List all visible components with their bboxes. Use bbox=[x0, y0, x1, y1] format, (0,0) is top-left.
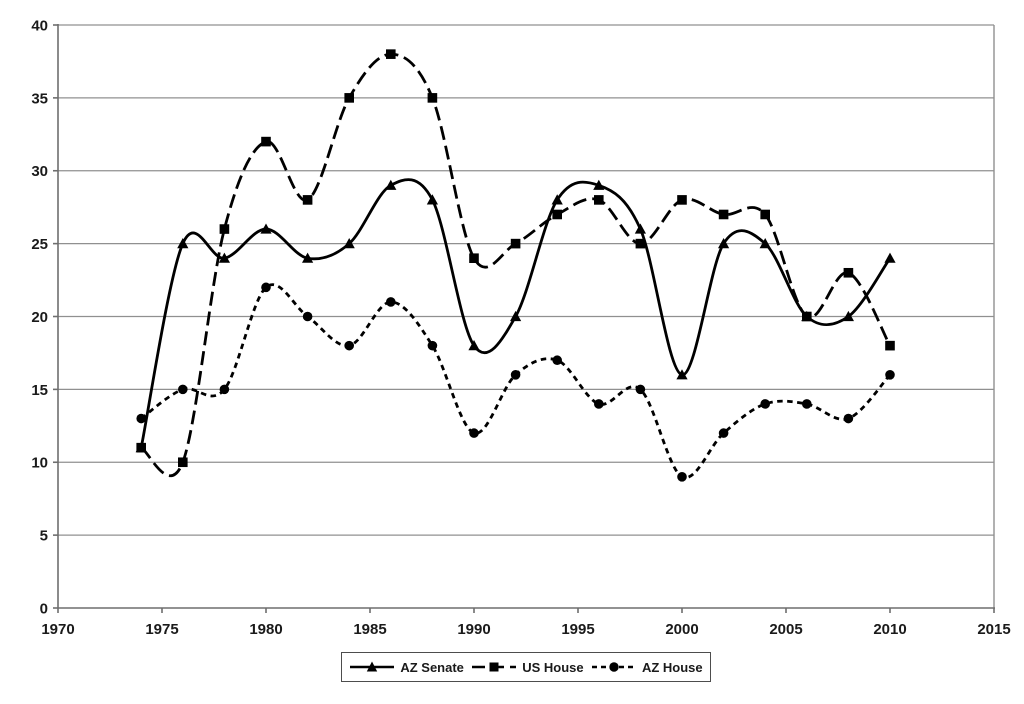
triangle-marker-icon bbox=[593, 179, 605, 190]
square-marker-icon bbox=[302, 195, 313, 205]
x-tick-label: 1990 bbox=[457, 621, 490, 638]
triangle-marker-icon bbox=[260, 223, 272, 234]
y-tick-label: 25 bbox=[31, 236, 48, 253]
circle-marker-icon bbox=[718, 428, 729, 438]
y-tick-label: 0 bbox=[40, 600, 48, 617]
triangle-marker-icon bbox=[218, 252, 230, 263]
triangle-marker-icon bbox=[426, 194, 438, 205]
square-marker-icon bbox=[594, 195, 604, 205]
circle-marker-icon bbox=[427, 340, 438, 351]
series-az-senate bbox=[135, 178, 896, 453]
y-tick-label: 40 bbox=[31, 17, 48, 34]
legend-item-az-house: AZ House bbox=[591, 660, 703, 675]
axes bbox=[53, 24, 995, 613]
circle-marker-icon bbox=[219, 384, 230, 395]
y-tick-label: 5 bbox=[40, 528, 48, 545]
gridlines bbox=[58, 24, 994, 536]
x-tick-label: 2015 bbox=[977, 621, 1010, 638]
line-chart-plot-area: 0 5 10 15 20 25 30 35 40 1970 1975 1980 1985 1990 1995… bbox=[31, 17, 1010, 638]
square-marker-icon bbox=[552, 209, 562, 220]
square-marker-icon bbox=[427, 93, 438, 103]
x-tick-label: 1975 bbox=[145, 621, 178, 638]
triangle-marker-icon bbox=[634, 223, 646, 234]
legend-label-az-house: AZ House bbox=[641, 659, 703, 675]
circle-marker-icon bbox=[635, 384, 646, 395]
x-tick-label: 1985 bbox=[353, 621, 386, 638]
square-marker-icon bbox=[344, 93, 354, 103]
series-az-house bbox=[136, 282, 895, 482]
circle-marker-icon bbox=[760, 399, 770, 409]
square-marker-icon bbox=[760, 209, 770, 220]
square-marker-icon bbox=[635, 238, 646, 249]
square-marker-icon bbox=[843, 267, 854, 278]
circle-marker-icon bbox=[386, 297, 396, 307]
series-us-house-line bbox=[140, 52, 892, 478]
x-tick-label: 1980 bbox=[249, 621, 282, 638]
x-tick-label: 2000 bbox=[665, 621, 698, 638]
short-dash-line-circle-marker-icon bbox=[591, 662, 636, 672]
square-marker-icon bbox=[219, 224, 230, 234]
circle-marker-icon bbox=[843, 413, 854, 424]
square-marker-icon bbox=[136, 442, 146, 453]
legend-item-us-house: US House bbox=[471, 659, 584, 675]
series-us-house bbox=[136, 49, 895, 478]
triangle-marker-icon bbox=[302, 252, 314, 263]
circle-marker-icon bbox=[677, 472, 687, 482]
circle-marker-icon bbox=[594, 399, 604, 409]
axis-labels: 0 5 10 15 20 25 30 35 40 1970 1975 1980 1985 1990 1995… bbox=[31, 17, 1010, 638]
x-tick-label: 1995 bbox=[561, 621, 594, 638]
triangle-marker-icon bbox=[343, 238, 355, 249]
circle-marker-icon bbox=[136, 413, 146, 424]
square-marker-icon bbox=[510, 238, 521, 249]
y-tick-label: 20 bbox=[31, 309, 48, 326]
triangle-marker-icon bbox=[551, 194, 563, 205]
chart-legend: AZ Senate US House AZ House bbox=[341, 652, 711, 682]
circle-marker-icon bbox=[261, 282, 271, 293]
square-marker-icon bbox=[469, 253, 479, 263]
y-tick-label: 15 bbox=[31, 382, 48, 399]
circle-marker-icon bbox=[344, 340, 355, 351]
long-dash-line-square-marker-icon bbox=[472, 662, 517, 672]
triangle-marker-icon bbox=[468, 340, 480, 351]
x-tick-label: 2005 bbox=[769, 621, 802, 638]
legend-label-us-house: US House bbox=[522, 659, 584, 675]
square-marker-icon bbox=[677, 195, 687, 205]
solid-line-triangle-marker-icon bbox=[350, 661, 395, 672]
legend-label-az-senate: AZ Senate bbox=[400, 659, 464, 675]
circle-marker-icon bbox=[552, 355, 562, 366]
triangle-marker-icon bbox=[177, 238, 189, 249]
square-marker-icon bbox=[718, 209, 729, 220]
triangle-marker-icon bbox=[759, 238, 771, 249]
square-marker-icon bbox=[178, 457, 188, 468]
triangle-marker-icon bbox=[510, 310, 522, 322]
x-tick-label: 2010 bbox=[873, 621, 906, 638]
y-tick-label: 30 bbox=[31, 163, 48, 180]
circle-marker-icon bbox=[802, 399, 812, 409]
square-marker-icon bbox=[261, 136, 271, 147]
legend-item-az-senate: AZ Senate bbox=[349, 660, 464, 675]
circle-marker-icon bbox=[469, 428, 479, 438]
circle-marker-icon bbox=[510, 370, 521, 380]
triangle-marker-icon bbox=[718, 238, 730, 249]
circle-marker-icon bbox=[302, 311, 313, 322]
triangle-marker-icon bbox=[842, 310, 854, 322]
triangle-marker-icon bbox=[385, 179, 397, 190]
y-tick-label: 10 bbox=[31, 455, 48, 472]
circle-marker-icon bbox=[885, 370, 895, 380]
square-marker-icon bbox=[802, 311, 812, 322]
triangle-marker-icon bbox=[676, 369, 688, 380]
circle-marker-icon bbox=[178, 384, 188, 395]
triangle-marker-icon bbox=[884, 252, 896, 263]
y-tick-label: 35 bbox=[31, 90, 48, 107]
square-marker-icon bbox=[386, 49, 396, 59]
square-marker-icon bbox=[885, 340, 895, 351]
x-tick-label: 1970 bbox=[41, 621, 74, 638]
